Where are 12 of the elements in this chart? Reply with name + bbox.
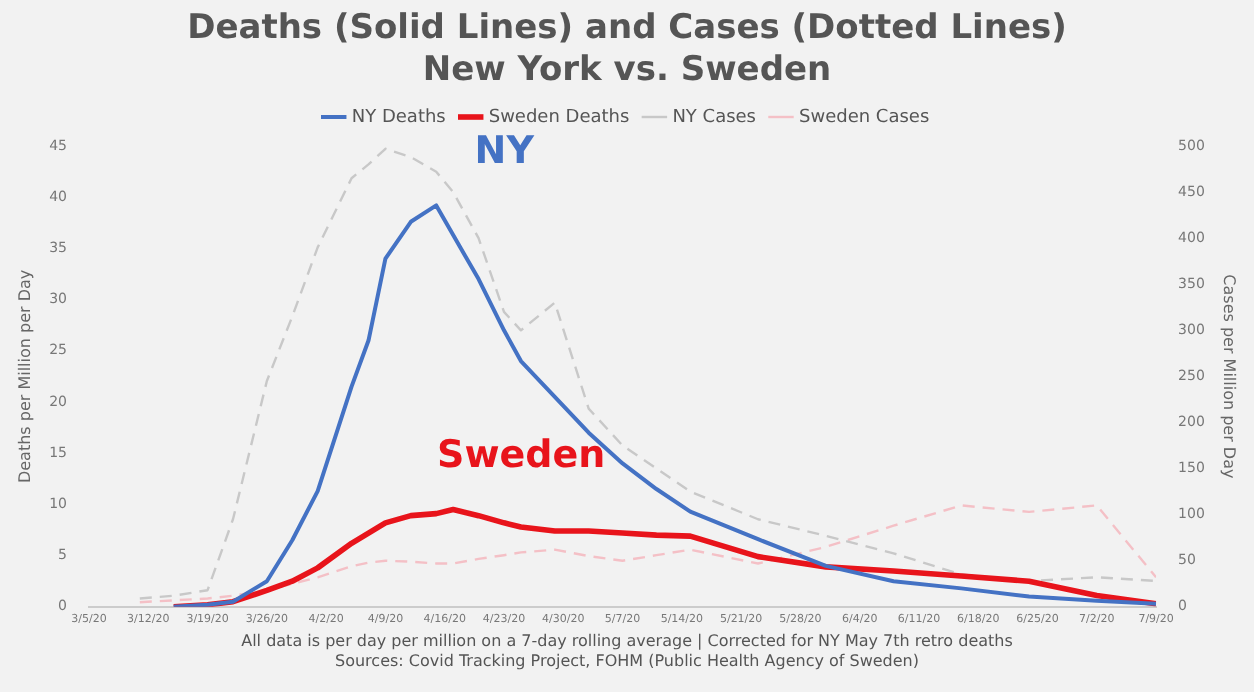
chart-subtitle: New York vs. Sweden [420, 50, 834, 92]
legend-label: NY Cases [672, 107, 757, 128]
y2-axis-title: Cases per Million per Day [1220, 274, 1239, 479]
chart-title: Deaths (Solid Lines) and Cases (Dotted Lines) [185, 6, 1069, 50]
annotation: Sweden [437, 433, 606, 478]
legend-label: Sweden Deaths [488, 107, 630, 128]
y-axis-title: Deaths per Million per Day [15, 269, 34, 484]
text: All data is per day per million on a 7-day rolling average | Corrected for NY May 7th retro deaths [239, 632, 1015, 652]
annotation: NY [474, 129, 535, 174]
legend-label: NY Deaths [351, 107, 447, 128]
source-note: Sources: Covid Tracking Project, FOHM (Public Health Agency of Sweden) [333, 652, 921, 672]
legend-label: Sweden Cases [798, 107, 930, 128]
